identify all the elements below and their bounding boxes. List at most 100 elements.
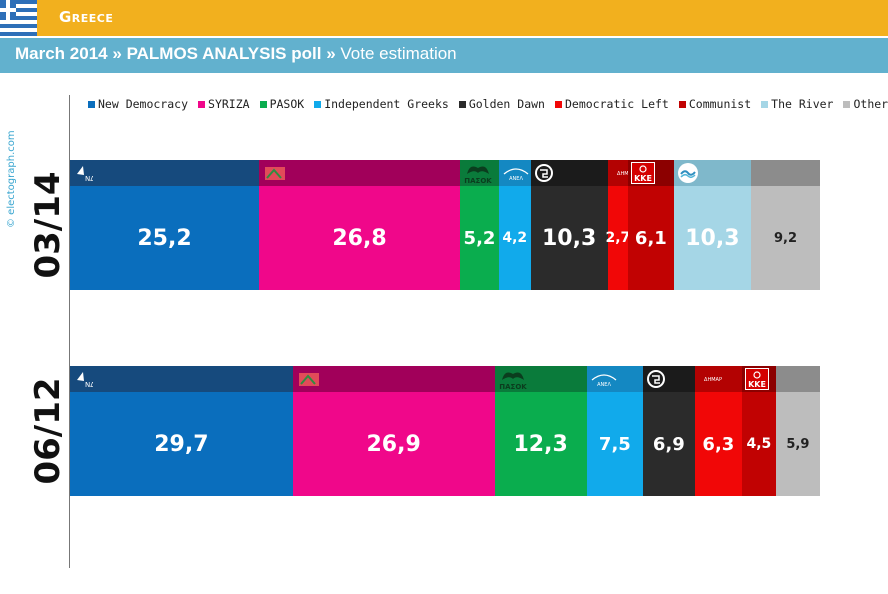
dimar-logo-icon: ΔΗΜΑΡ (704, 377, 722, 383)
data-label: 29,7 (154, 431, 209, 457)
legend-label: Independent Greeks (324, 97, 449, 111)
svg-text:ΠΑΣΟΚ: ΠΑΣΟΚ (499, 383, 527, 390)
bar-fill (607, 186, 628, 290)
period-label-1: 06/12 (28, 377, 68, 485)
syriza-logo-icon (298, 373, 319, 386)
legend-swatch (314, 100, 322, 108)
chart-axis-line (69, 95, 70, 568)
bar-header-strip (259, 160, 460, 186)
bar-header-strip (751, 160, 820, 186)
country-title: Greece (59, 8, 114, 26)
poll-name: PALMOS ANALYSIS poll (126, 44, 322, 63)
legend-label: PASOK (269, 97, 305, 111)
anel-logo-icon: ΑΝΕΛ (591, 374, 617, 388)
bar-others-1: 5,9 (775, 366, 820, 496)
bar-header-strip: ΔΗΜΑΡ (607, 160, 635, 186)
anel-logo-icon: ΑΝΕΛ (503, 168, 529, 182)
bar-header-strip: ΔΗΜΑΡ (694, 366, 742, 392)
data-label: 12,3 (513, 431, 568, 457)
legend-swatch (554, 100, 562, 108)
bar-pasok-0: ΠΑΣΟΚ 5,2 (460, 160, 499, 290)
chart-legend: New Democracy SYRIZA PASOK Independent Gree… (88, 96, 888, 112)
data-label: 25,2 (137, 225, 192, 251)
legend-swatch (843, 100, 851, 108)
poll-type: Vote estimation (340, 44, 457, 63)
legend-label: Democratic Left (564, 97, 669, 111)
bar-fill (673, 186, 751, 290)
svg-text:ΑΝΕΛ: ΑΝΕΛ (509, 176, 523, 182)
legend-label: Communist (688, 97, 752, 111)
bar-header-strip (643, 366, 695, 392)
data-label: 4,2 (502, 230, 528, 246)
bar-communist-0: KKE 6,1 (628, 160, 674, 290)
bar-header-strip (292, 366, 495, 392)
bar-fill (499, 186, 531, 290)
svg-text:ΠΑΣΟΚ: ΠΑΣΟΚ (464, 177, 492, 184)
data-label: 6,3 (702, 433, 735, 455)
golden-dawn-logo-icon (647, 370, 665, 388)
bar-syriza-0: 26,8 (259, 160, 460, 290)
bar-golden-dawn-0: 10,3 (530, 160, 608, 290)
data-label: 6,9 (652, 433, 685, 455)
bar-header-strip: ΠΑΣΟΚ (460, 160, 499, 186)
country-header-bar (0, 0, 888, 36)
svg-text:KKE: KKE (634, 174, 652, 183)
nd-logo-icon: ΝΔ (77, 166, 93, 183)
bar-democratic-left-1: ΔΗΜΑΡ 6,3 (694, 366, 742, 496)
bar-fill (70, 186, 259, 290)
legend-swatch (259, 100, 267, 108)
svg-text:ΑΝΕΛ: ΑΝΕΛ (597, 382, 611, 388)
svg-text:ΔΗΜΑΡ: ΔΗΜΑΡ (617, 171, 635, 177)
syriza-logo-icon (265, 167, 285, 180)
data-label: 26,8 (332, 225, 387, 251)
svg-text:KKE: KKE (748, 380, 766, 389)
bar-header-strip: ΠΑΣΟΚ (494, 366, 587, 392)
bar-fill (494, 392, 587, 496)
data-label: 10,3 (685, 225, 740, 251)
svg-text:ΔΗΜΑΡ: ΔΗΜΑΡ (704, 377, 722, 383)
data-label: 5,9 (786, 436, 810, 452)
data-label: 4,5 (746, 436, 772, 452)
subtitle-separator-1: » (112, 44, 122, 63)
bar-new-democracy-1: ΝΔ 29,7 (70, 366, 293, 496)
bar-independent-greeks-0: ΑΝΕΛ 4,2 (499, 160, 531, 290)
bar-fill (292, 392, 495, 496)
bar-communist-1: KKE 4,5 (742, 366, 776, 496)
bar-fill (586, 392, 643, 496)
data-label: 5,2 (463, 227, 496, 249)
bar-democratic-left-0: ΔΗΜΑΡ 2,7 (605, 160, 635, 290)
legend-label: New Democracy (98, 97, 189, 111)
bar-header-strip: ΝΔ (70, 366, 293, 392)
data-label: 7,5 (598, 433, 631, 455)
legend-label: The River (771, 97, 834, 111)
bar-syriza-1: 26,9 (292, 366, 495, 496)
data-label: 26,9 (366, 431, 421, 457)
legend-swatch (88, 100, 95, 108)
poll-subtitle: March 2014 » PALMOS ANALYSIS poll » Vote… (15, 44, 457, 64)
legend-swatch (198, 100, 206, 108)
bar-fill (259, 186, 460, 290)
bar-golden-dawn-1: 6,9 (643, 366, 695, 496)
bar-header-strip: KKE (628, 160, 674, 186)
watermark: © electograph.com (6, 130, 17, 228)
greece-flag-icon (0, 0, 37, 36)
golden-dawn-logo-icon (534, 164, 553, 182)
bar-header-strip: KKE (742, 366, 776, 392)
legend-item-communist: Communist (678, 96, 752, 112)
nd-logo-icon: ΝΔ (77, 372, 93, 389)
pasok-logo-icon: ΠΑΣΟΚ (464, 166, 492, 184)
kke-logo-icon: KKE (631, 162, 655, 184)
bar-pasok-1: ΠΑΣΟΚ 12,3 (494, 366, 587, 496)
poll-date: March 2014 (15, 44, 108, 63)
bar-independent-greeks-1: ΑΝΕΛ 7,5 (586, 366, 643, 496)
bar-fill (775, 392, 820, 496)
subtitle-separator-2: » (326, 44, 336, 63)
legend-item-the-river: The River (761, 96, 833, 112)
bar-header-strip (775, 366, 820, 392)
poll-subtitle-bar (0, 38, 888, 73)
legend-item-pasok: PASOK (259, 96, 305, 112)
bar-header-strip (673, 160, 751, 186)
bar-the-river-0: 10,3 (673, 160, 751, 290)
legend-item-independent-greeks: Independent Greeks (314, 96, 449, 112)
bar-fill (628, 186, 674, 290)
